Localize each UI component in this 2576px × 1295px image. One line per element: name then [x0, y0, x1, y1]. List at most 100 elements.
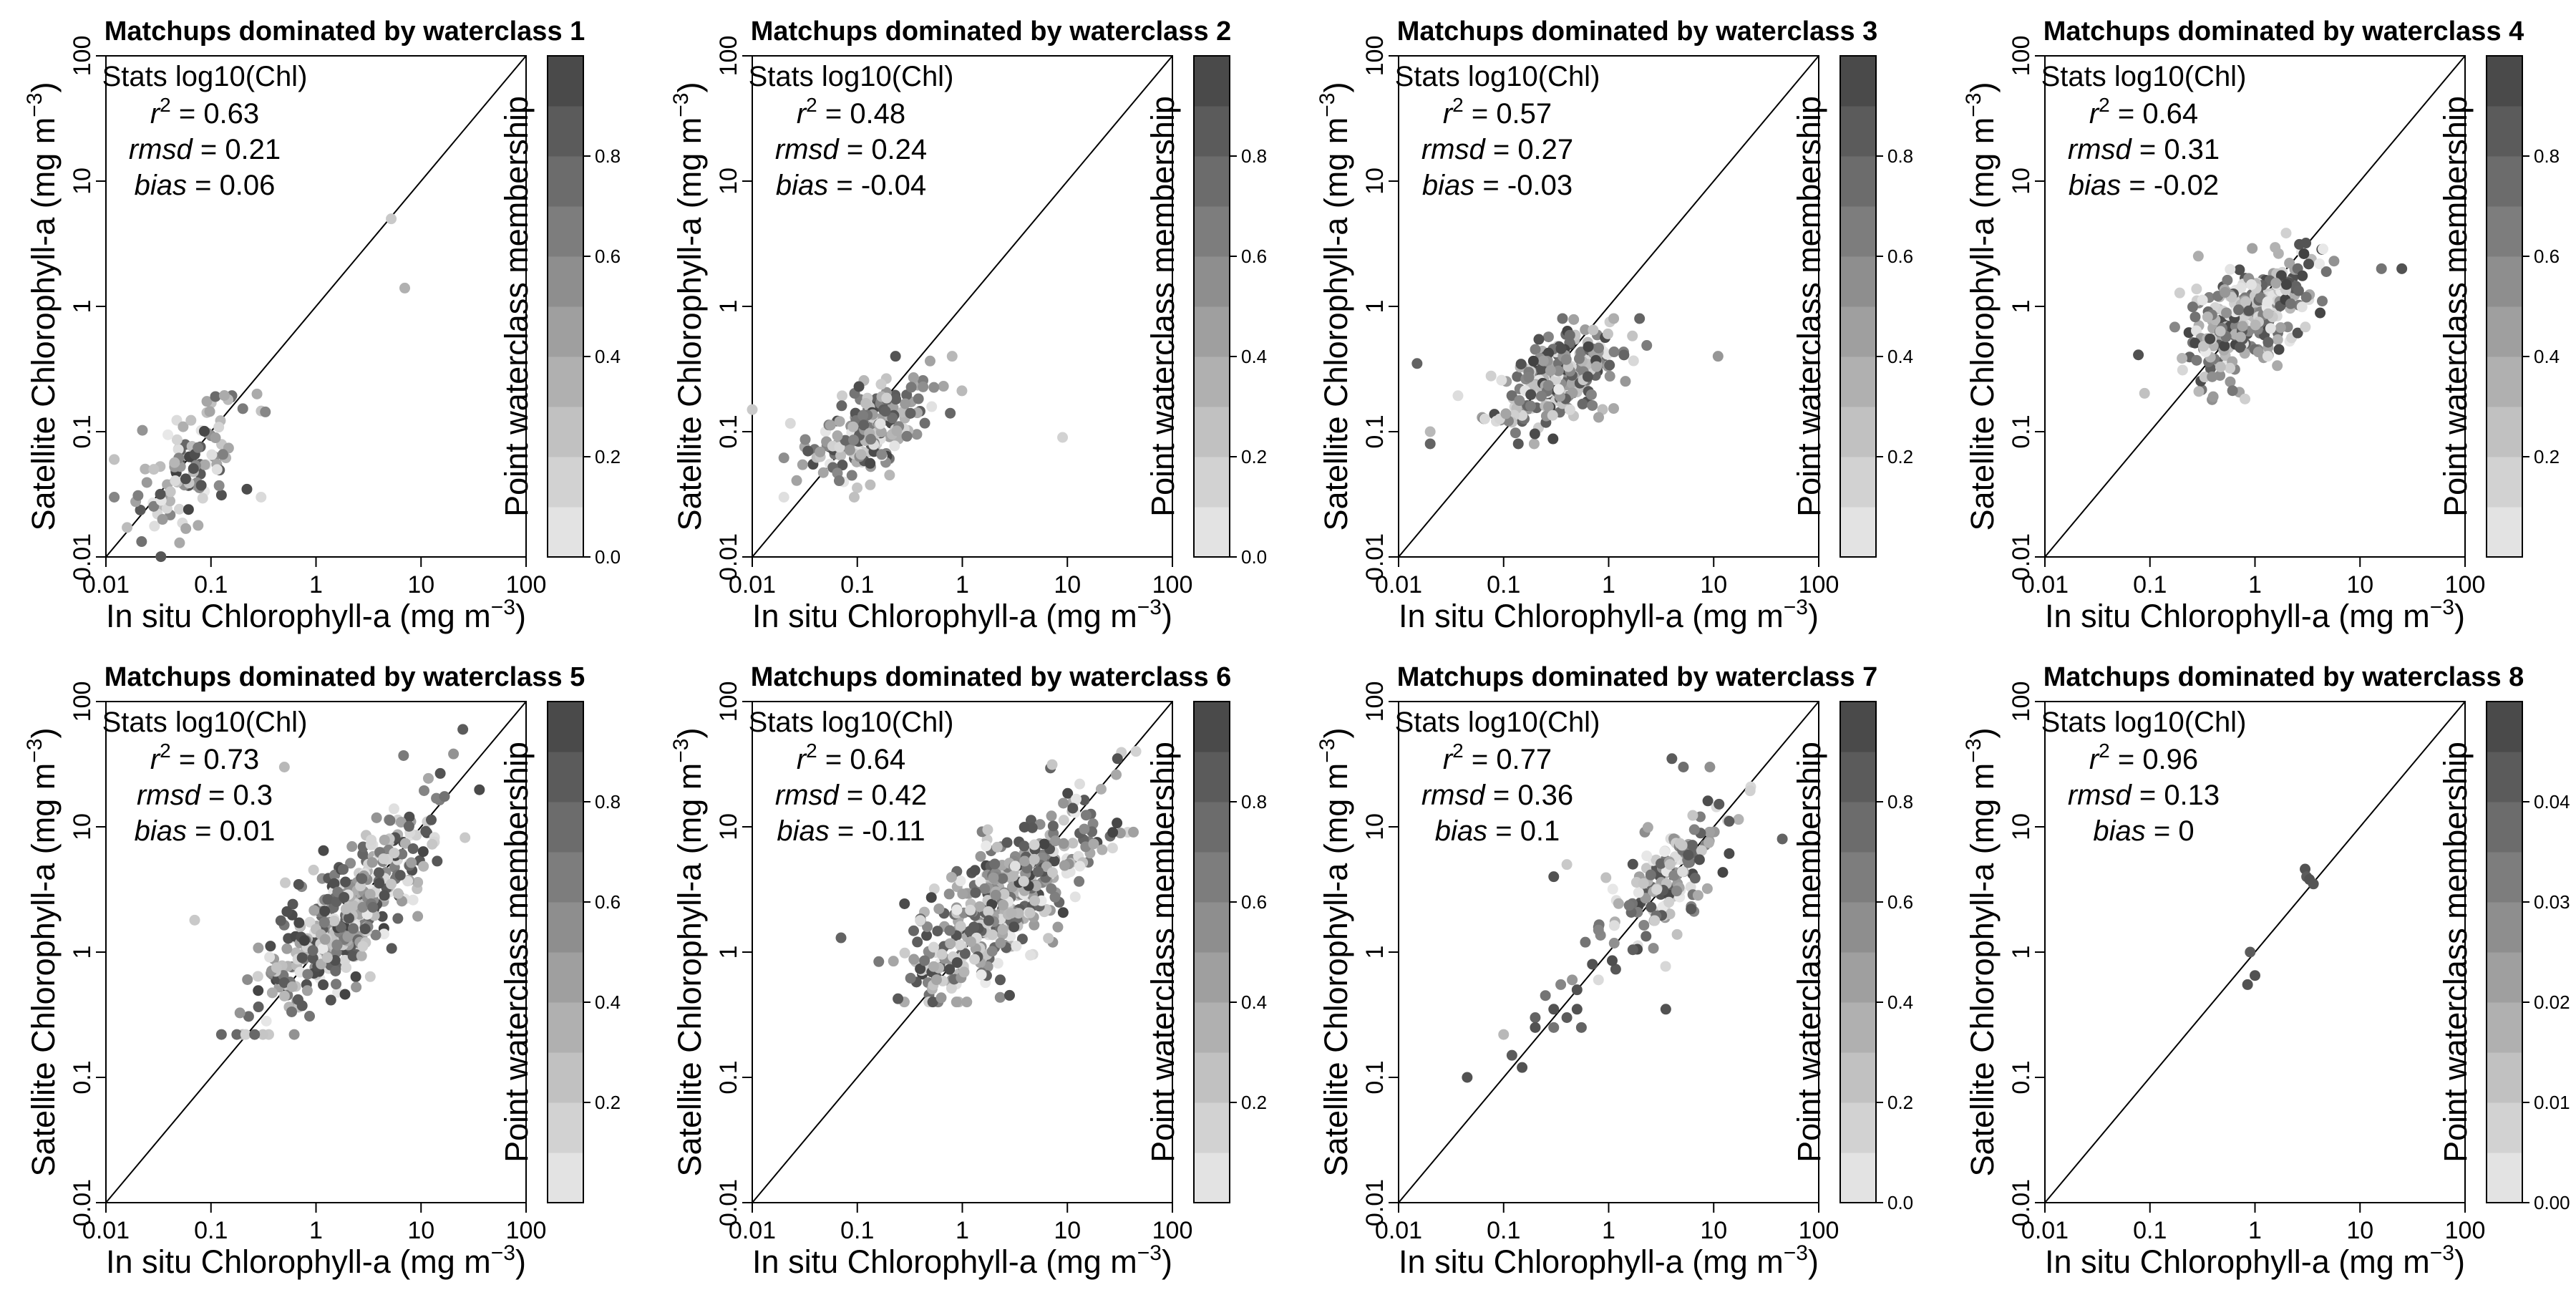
data-point: [341, 962, 352, 974]
data-point: [2243, 305, 2255, 316]
data-point: [1703, 837, 1715, 848]
data-point: [2303, 258, 2315, 270]
x-axis-label-text: In situ Chlorophyll-a (mg m: [1399, 598, 1784, 634]
data-point: [204, 406, 215, 417]
data-point: [946, 351, 958, 362]
data-point: [915, 915, 926, 926]
data-point: [943, 888, 955, 900]
data-point: [339, 891, 350, 903]
data-point: [945, 407, 956, 419]
data-point: [378, 853, 389, 865]
r2-exponent: 2: [806, 739, 817, 762]
data-point: [253, 942, 264, 954]
rmsd-equals: =: [839, 134, 872, 165]
data-point: [2314, 258, 2325, 270]
data-point: [1689, 873, 1701, 884]
data-point: [965, 904, 976, 916]
x-axis-unit-close: ): [515, 598, 526, 634]
data-point: [210, 391, 221, 402]
r2-symbol: r: [150, 98, 161, 130]
data-point: [1079, 795, 1090, 806]
colorbar-segment: [548, 206, 583, 257]
data-point: [778, 492, 789, 503]
colorbar-tick-label: 0.6: [595, 891, 621, 913]
r2-equals: =: [1464, 98, 1497, 130]
y-axis-label: Satellite Chlorophyll-a (mg m−3): [23, 728, 62, 1177]
stats-r2: r2 = 0.63: [150, 94, 259, 130]
r2-symbol: r: [797, 98, 807, 130]
data-point: [1668, 870, 1680, 881]
data-point: [1080, 810, 1092, 821]
rmsd-value: 0.21: [225, 134, 281, 165]
colorbar-segment: [548, 407, 583, 457]
data-points: [2242, 863, 2319, 990]
y-tick-label: 100: [69, 36, 96, 77]
x-tick-label: 1: [2248, 1217, 2262, 1244]
x-tick-label: 10: [2346, 1217, 2373, 1244]
r2-value: 0.77: [1496, 744, 1552, 775]
data-point: [148, 464, 160, 475]
rmsd-equals: =: [839, 780, 872, 811]
data-point: [2300, 238, 2312, 249]
data-point: [1633, 887, 1644, 898]
colorbar-label: Point waterclass membership: [2437, 96, 2474, 517]
data-point: [926, 401, 938, 412]
data-point: [1610, 964, 1621, 975]
data-point: [2245, 279, 2257, 291]
data-points: [1411, 313, 1724, 450]
data-point: [403, 820, 414, 832]
data-point: [954, 939, 966, 951]
y-tick-label: 100: [715, 682, 742, 722]
rmsd-value: 0.42: [871, 780, 927, 811]
data-point: [427, 838, 438, 850]
data-point: [2133, 349, 2144, 361]
data-point: [928, 883, 940, 895]
stats-r2: r2 = 0.48: [797, 94, 905, 130]
data-point: [891, 425, 903, 437]
data-point: [1452, 390, 1464, 402]
colorbar-segment: [1840, 852, 1876, 903]
stats-heading: Stats log10(Chl): [749, 707, 954, 738]
data-point: [1029, 919, 1040, 931]
y-axis-label-text: Satellite Chlorophyll-a (mg m: [671, 117, 708, 531]
data-point: [887, 412, 898, 424]
data-point: [422, 772, 434, 784]
y-axis-label-text: Satellite Chlorophyll-a (mg m: [671, 763, 708, 1177]
data-point: [1583, 341, 1594, 352]
data-point: [1651, 884, 1663, 896]
colorbar-label: Point waterclass membership: [1144, 742, 1181, 1163]
chart-panel-1: Matchups dominated by waterclass 10.010.…: [23, 16, 621, 634]
colorbar-segment: [2487, 752, 2522, 802]
colorbar-segment: [548, 702, 583, 752]
data-point: [1114, 828, 1126, 839]
data-point: [1642, 822, 1653, 833]
data-point: [880, 405, 891, 417]
stats-bias: bias = -0.03: [1422, 170, 1573, 201]
data-point: [213, 480, 225, 491]
data-point: [1618, 349, 1630, 361]
data-point: [2198, 341, 2210, 352]
data-point: [1663, 896, 1675, 908]
data-point: [932, 926, 943, 937]
bias-equals: =: [187, 170, 220, 201]
data-point: [1001, 837, 1013, 848]
data-point: [364, 971, 376, 982]
colorbar-tick-label: 0.4: [1887, 991, 1913, 1013]
data-point: [155, 488, 166, 500]
data-point: [280, 877, 291, 888]
data-point: [933, 903, 945, 915]
colorbar: 0.2 0.4 0.6 0.8: [1839, 55, 1913, 558]
colorbar-frame: [1193, 55, 1230, 558]
data-point: [983, 906, 994, 917]
y-tick-label: 100: [2008, 36, 2035, 77]
colorbar-segment: [1194, 407, 1230, 457]
y-tick-label: 1: [1361, 946, 1389, 959]
data-point: [278, 990, 290, 1001]
bias-equals: =: [2146, 815, 2179, 847]
colorbar-segment: [2487, 507, 2522, 558]
x-tick-label: 0.1: [194, 1217, 228, 1244]
data-point: [2187, 301, 2198, 313]
colorbar-segment: [1840, 1102, 1876, 1153]
chart-panel-2: Matchups dominated by waterclass 20.010.…: [669, 16, 1267, 634]
data-point: [981, 840, 992, 852]
